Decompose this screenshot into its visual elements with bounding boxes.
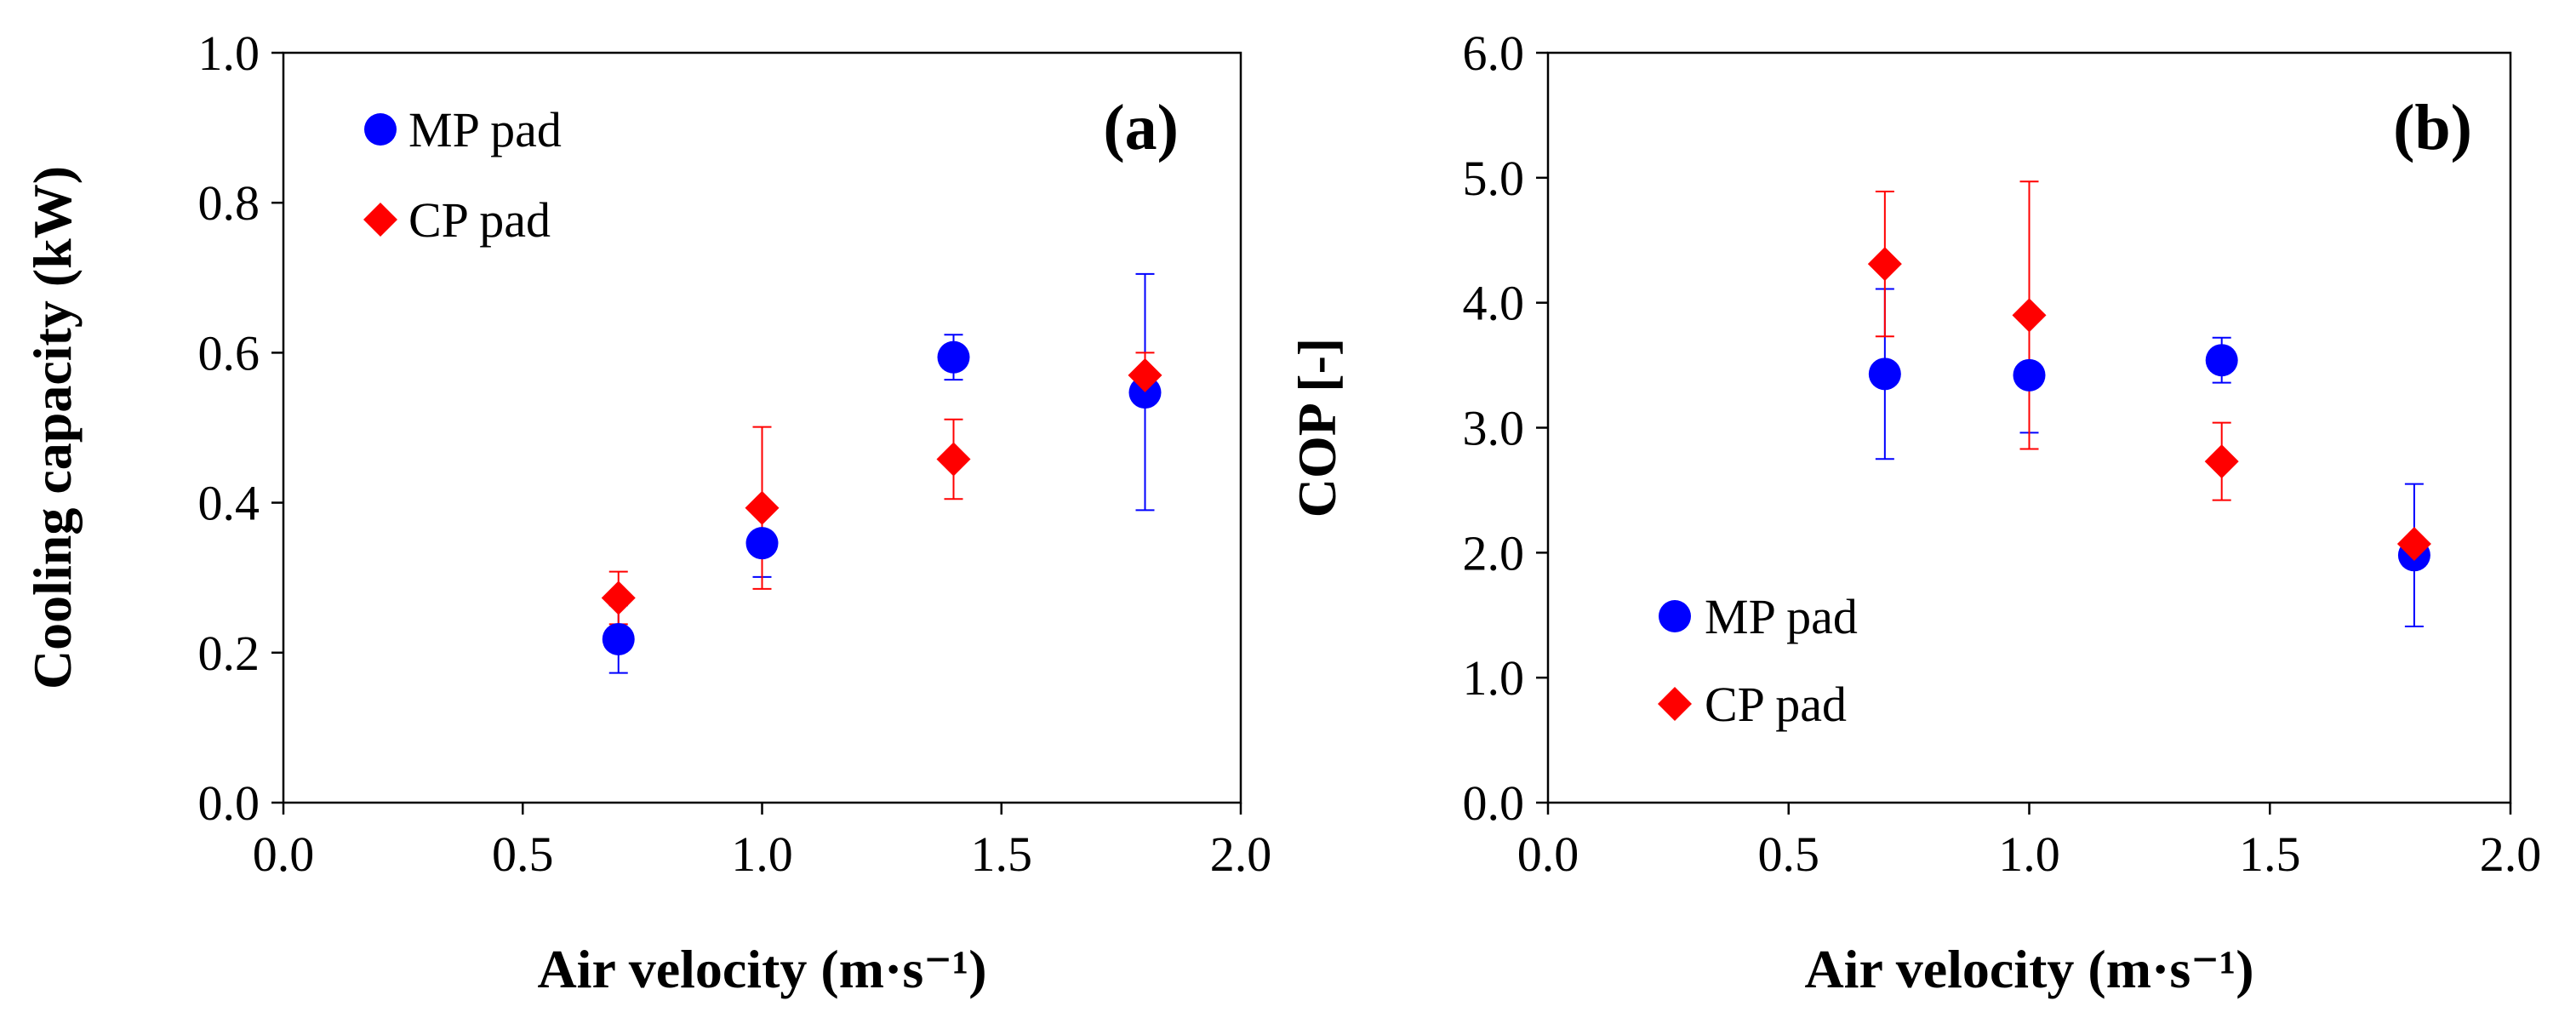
panel-a-x-tick-label: 0.5: [492, 826, 554, 882]
panel-b-legend-label-cp: CP pad: [1705, 677, 1847, 732]
panel-a-legend-marker-mp: [364, 113, 397, 146]
panel-b-cp-pad-point: [1867, 247, 1902, 282]
panel-b-label: (b): [2393, 92, 2472, 163]
panel-b-marks: [1867, 180, 2431, 627]
panel-a-label: (a): [1103, 92, 1179, 163]
panel-a-mp-pad-point: [602, 622, 635, 655]
panel-b-legend-symbol: [1658, 687, 1692, 721]
panel-b-legend-marker-cp: [1658, 687, 1692, 721]
panel-a-y-tick-label: 0.0: [198, 775, 260, 831]
panel-b-y-tick-label: 6.0: [1463, 26, 1525, 81]
panel-a-x-tick-label: 1.0: [731, 826, 793, 882]
panel-a-legend-label-cp: CP pad: [408, 192, 551, 248]
panel-b-y-tick-label: 1.0: [1463, 650, 1525, 706]
panel-b-mp-pad-point: [1868, 357, 1901, 391]
panel-a-y-axis-title: Cooling capacity (kW): [22, 166, 83, 689]
panel-a-ticks: 0.0 0.5 1.0 1.5 2.0 0.0 0.2 0.4 0.6 0.8 1.0: [198, 26, 1272, 882]
panel-a-x-tick-label: 1.5: [971, 826, 1033, 882]
panel-b-plot-frame: [1546, 51, 2512, 804]
panel-b-x-tick-label: 1.0: [1998, 826, 2060, 882]
panel-b-x-axis-title: Air velocity (m·s⁻¹): [1804, 939, 2253, 999]
panel-b-x-tick-label: 1.5: [2239, 826, 2301, 882]
panel-a-x-axis-title: Air velocity (m·s⁻¹): [537, 939, 986, 999]
panel-a-cp-pad-point: [1128, 357, 1162, 392]
panel-b-cp-pad-point: [2204, 444, 2239, 479]
panel-b-y-tick-label: 4.0: [1463, 276, 1525, 331]
panel-a-plot-frame: [282, 51, 1242, 804]
panel-a-mp-pad-point: [937, 340, 970, 374]
panel-b-legend: MP pad CP pad: [1658, 589, 1858, 732]
panel-a-y-tick-label: 0.2: [198, 626, 260, 681]
panel-a-mp-pad-point: [1128, 376, 1162, 409]
panel-b-y-tick-label: 5.0: [1463, 151, 1525, 206]
panel-b-x-tick-label: 0.0: [1517, 826, 1579, 882]
panel-a-y-tick-label: 0.6: [198, 325, 260, 380]
panel-a-mp-pad-point: [745, 527, 779, 560]
panel-a-x-tick-label: 0.0: [253, 826, 315, 882]
panel-b-y-axis-title: COP [-]: [1287, 338, 1347, 518]
panel-b-legend-label-mp: MP pad: [1705, 589, 1858, 644]
panel-b-cp-pad-point: [2396, 527, 2431, 562]
panel-b-y-tick-label: 0.0: [1463, 775, 1525, 831]
panel-b-cp-pad-point: [2012, 298, 2047, 333]
panel-a-marks: [601, 272, 1162, 674]
panel-b: 0.0 0.5 1.0 1.5 2.0 0.0 1.0 2.0 3.0 4.0 5.0 6.0 (b)…: [1287, 26, 2541, 999]
panel-b-ticks: 0.0 0.5 1.0 1.5 2.0 0.0 1.0 2.0 3.0 4.0 5.0 6.0: [1463, 26, 2542, 882]
panel-a-legend-symbol: [363, 203, 397, 237]
panel-a-y-tick-label: 1.0: [198, 26, 260, 81]
panel-a-legend-marker-cp: [363, 203, 397, 237]
panel-b-x-tick-label: 2.0: [2480, 826, 2542, 882]
panel-a-x-tick-label: 2.0: [1210, 826, 1272, 882]
panel-a-legend: MP pad CP pad: [363, 102, 562, 248]
panel-b-legend-marker-mp: [1659, 600, 1691, 632]
panel-a-cp-pad-point: [745, 490, 780, 525]
panel-a-legend-label-mp: MP pad: [408, 102, 562, 157]
panel-b-y-tick-label: 2.0: [1463, 525, 1525, 580]
panel-a-y-tick-label: 0.8: [198, 175, 260, 231]
panel-a-legend-symbol: [364, 113, 397, 146]
panel-b-x-tick-label: 0.5: [1758, 826, 1820, 882]
panel-a-y-tick-label: 0.4: [198, 476, 260, 531]
panel-a-cp-pad-point: [936, 442, 971, 477]
panel-a: 0.0 0.5 1.0 1.5 2.0 0.0 0.2 0.4 0.6 0.8 1.0 (a) Ai…: [22, 26, 1271, 999]
panel-b-mp-pad-point: [2205, 344, 2238, 377]
panel-a-cp-pad-point: [601, 580, 636, 615]
panel-b-mp-pad-point: [2013, 358, 2046, 392]
panel-b-y-tick-label: 3.0: [1463, 401, 1525, 456]
panel-b-legend-symbol: [1659, 600, 1691, 632]
